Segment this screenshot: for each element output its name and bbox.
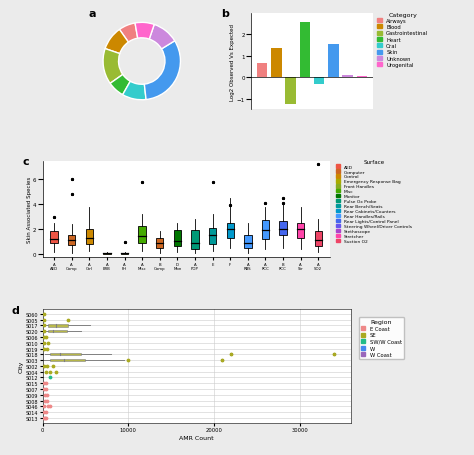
Point [46,403,54,410]
Text: a: a [89,9,96,19]
Y-axis label: Skin Associated Species: Skin Associated Species [27,177,32,243]
Bar [271,49,282,78]
Point [41,339,48,347]
Point [40,328,47,335]
Point [46,374,54,381]
Bar [86,229,93,244]
Bar [48,325,68,327]
Bar [262,221,269,239]
Point [44,403,52,410]
Wedge shape [149,25,175,50]
Point [40,380,48,387]
Bar [300,23,310,78]
Bar [227,223,234,238]
Point [41,415,49,422]
Bar [103,253,110,254]
Bar [279,222,287,236]
Point [41,397,49,404]
Point [42,368,49,375]
Bar [314,78,325,85]
Point [41,409,48,416]
Bar [191,231,199,249]
Bar [50,231,58,244]
Point [52,368,59,375]
Bar [48,330,67,333]
Text: b: b [221,9,229,19]
Wedge shape [145,42,181,100]
Bar [328,45,339,78]
Wedge shape [105,30,128,55]
Point [41,363,48,370]
Point [40,311,47,318]
Bar [244,236,252,248]
Bar [315,232,322,247]
Bar [68,235,75,246]
Point [330,351,337,358]
Bar [356,77,367,78]
Wedge shape [110,75,130,96]
Bar [156,239,164,248]
Wedge shape [103,50,123,84]
Wedge shape [135,23,154,40]
Legend: AED, Computer, Control, Emergency Response Bag, Front Handles, Misc, Monitor, Pu: AED, Computer, Control, Emergency Respon… [336,159,412,244]
Wedge shape [119,24,138,43]
Y-axis label: Log2 Observed Vs Expected: Log2 Observed Vs Expected [230,24,236,101]
Bar [138,227,146,243]
Y-axis label: City: City [18,360,23,372]
Bar [121,253,128,254]
Point [49,363,57,370]
Point [41,385,48,393]
Point [42,334,50,341]
Bar [257,64,267,78]
Point [40,415,47,422]
Point [40,334,48,341]
Point [42,385,50,393]
Bar [342,76,353,78]
Point [125,357,132,364]
Point [219,357,226,364]
Point [227,351,235,358]
Bar [49,359,85,361]
Bar [297,223,304,238]
Point [43,345,51,353]
Point [40,403,48,410]
Bar [173,231,181,247]
Point [40,316,47,324]
Point [64,316,72,324]
Point [44,391,51,399]
X-axis label: AMR Count: AMR Count [180,435,214,440]
Point [43,397,50,404]
Point [43,415,50,422]
Legend: E Coast, SE, SW/W Coast, W, W Coast: E Coast, SE, SW/W Coast, W, W Coast [359,318,404,359]
Point [42,380,50,387]
Bar [209,228,216,244]
Point [42,409,50,416]
Point [41,345,48,353]
Point [43,363,51,370]
Legend: Airways, Blood, Gastrointestinal, Heart, Oral, Skin, Unknown, Urogenital: Airways, Blood, Gastrointestinal, Heart,… [376,11,429,69]
Text: d: d [12,306,20,316]
Point [46,368,53,375]
Point [40,322,47,329]
Bar [285,78,296,105]
Point [41,391,49,399]
Point [44,339,52,347]
Wedge shape [123,82,146,101]
Text: c: c [23,157,29,167]
Bar [50,354,81,356]
